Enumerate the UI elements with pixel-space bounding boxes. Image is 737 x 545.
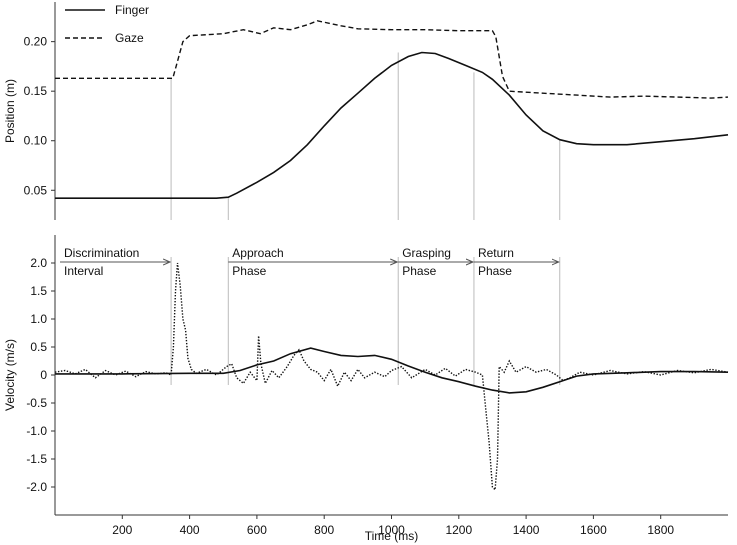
x-tick-label: 600 — [247, 523, 267, 537]
phase-label-line2: Phase — [232, 264, 266, 278]
y-axis-title-position: Position (m) — [3, 79, 17, 143]
position-panel: 0.05 0.10 0.15 0.20 Position (m) Finger Gaze — [3, 2, 729, 220]
y-tick-label-velocity: 1.5 — [30, 284, 47, 298]
y-tick-label-position: 0.20 — [24, 35, 48, 49]
velocity-gaze-line — [54, 262, 729, 492]
y-tick-label-velocity: -2.0 — [26, 480, 47, 494]
x-tick-label: 1800 — [647, 523, 674, 537]
phase-label-line1: Discrimination — [64, 246, 139, 260]
y-tick-label-velocity: 0 — [40, 368, 47, 382]
y-tick-label-position: 0.15 — [24, 84, 48, 98]
y-tick-label-position: 0.05 — [24, 183, 48, 197]
x-tick-label: 400 — [180, 523, 200, 537]
x-tick-label: 800 — [314, 523, 334, 537]
position-gaze-line — [55, 20, 729, 99]
velocity-panel: 2.0 1.5 1.0 0.5 0 -0.5 -1.0 -1.5 -2.0 200 400 600 80… — [3, 235, 729, 537]
x-tick-label: 1000 — [378, 523, 405, 537]
y-tick-label-velocity: -1.5 — [26, 452, 47, 466]
y-tick-label-position: 0.10 — [24, 134, 48, 148]
phase-label-line1: Grasping — [402, 246, 451, 260]
y-tick-label-velocity: 0.5 — [30, 340, 47, 354]
x-tick-label: 1400 — [513, 523, 540, 537]
x-tick-label: 1200 — [445, 523, 472, 537]
x-tick-label: 200 — [112, 523, 132, 537]
y-tick-label-velocity: 2.0 — [30, 256, 47, 270]
phase-label-line2: Phase — [478, 264, 512, 278]
legend-label-gaze: Gaze — [115, 31, 144, 45]
legend-label-finger: Finger — [115, 3, 149, 17]
position-finger-line — [55, 51, 729, 199]
phase-label-line2: Phase — [402, 264, 436, 278]
y-tick-label-velocity: 1.0 — [30, 312, 47, 326]
y-axis-title-velocity: Velocity (m/s) — [3, 339, 17, 411]
x-tick-label: 1600 — [580, 523, 607, 537]
y-tick-label-velocity: -1.0 — [26, 424, 47, 438]
x-axis-title: Time (ms) — [365, 529, 419, 543]
y-tick-label-velocity: -0.5 — [26, 396, 47, 410]
velocity-finger-line — [55, 347, 729, 394]
phase-label-line1: Return — [478, 246, 514, 260]
phase-label-line2: Interval — [64, 264, 103, 278]
phase-label-line1: Approach — [232, 246, 283, 260]
